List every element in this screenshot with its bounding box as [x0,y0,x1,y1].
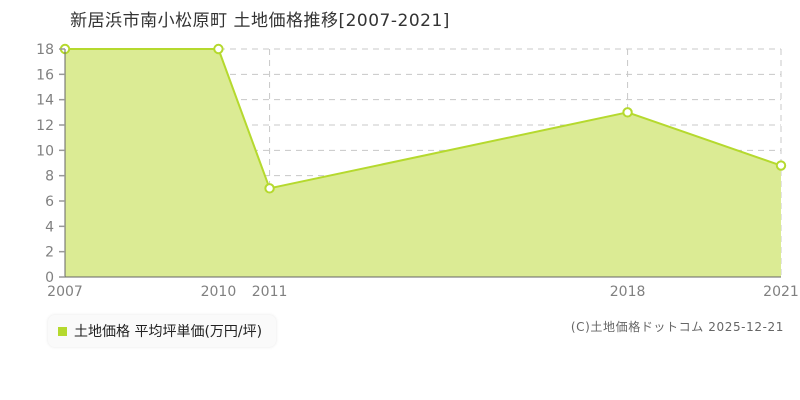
chart-legend[interactable]: 土地価格 平均坪単価(万円/坪) [48,315,277,347]
y-axis-tick: 4 [45,219,54,235]
y-axis-tick: 16 [36,67,54,83]
x-axis-tick-labels: 2007 2010 2011 2018 2021 [47,284,799,300]
x-axis-tick: 2021 [763,284,799,300]
y-axis-tick: 12 [36,118,54,134]
chart-axes [64,49,781,278]
x-axis-tick: 2007 [47,284,83,300]
page-title: 新居浜市南小松原町 土地価格推移[2007-2021] [70,11,450,31]
y-axis-tick: 6 [45,194,54,210]
y-axis-tick: 0 [45,270,54,286]
y-axis-tick-labels: 0 2 4 6 8 10 12 14 16 18 [36,42,65,286]
x-axis-tick: 2018 [610,284,646,300]
y-axis-tick: 14 [36,93,54,109]
legend-square-icon [58,326,67,336]
y-axis-tick: 10 [36,143,54,159]
x-axis-tick: 2010 [201,284,237,300]
legend-item-label: 土地価格 平均坪単価(万円/坪) [74,324,263,340]
y-axis-tick: 18 [36,42,54,58]
area-series-land-price [65,48,782,277]
copyright-notice: (C)土地価格ドットコム 2025-12-21 [570,320,784,334]
y-axis-tick: 2 [45,245,54,261]
x-axis-tick: 2011 [252,284,288,300]
y-axis-tick: 8 [45,169,54,185]
